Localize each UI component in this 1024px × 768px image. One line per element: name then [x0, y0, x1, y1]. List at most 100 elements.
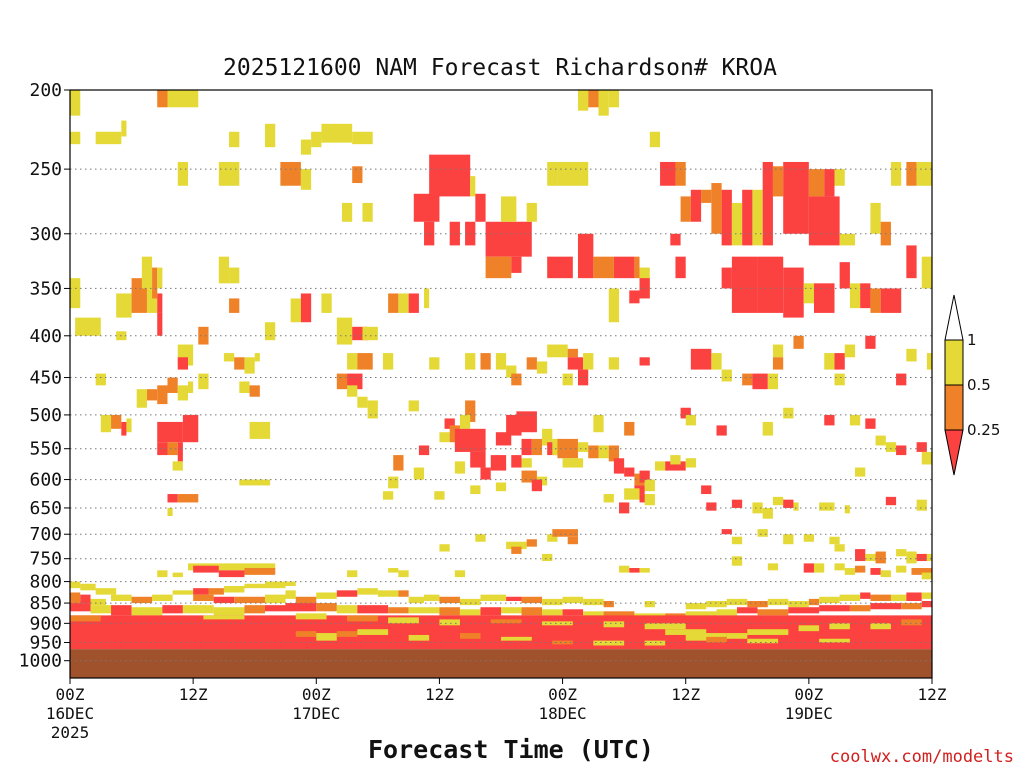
heatmap-cell [357, 629, 389, 635]
heatmap-cell [193, 565, 219, 573]
heatmap-cell [644, 623, 686, 630]
y-tick-label: 800 [29, 572, 62, 593]
x-tick-label: 12Z [425, 685, 454, 704]
heatmap-cell [352, 166, 363, 184]
heatmap-cell [783, 407, 794, 419]
heatmap-cell [454, 570, 466, 578]
heatmap-cell [757, 256, 784, 313]
y-axis: 200 250 300 350 400 450 500 550 600 650 700 7508008… [19, 80, 70, 672]
heatmap-cell [264, 123, 276, 148]
heatmap-cell [608, 90, 620, 108]
heatmap-cell [188, 381, 194, 393]
heatmap-cell [860, 592, 871, 599]
heatmap-cell [865, 335, 876, 349]
heatmap-cell [413, 193, 440, 222]
heatmap-cell [803, 283, 814, 304]
heatmap-cell [629, 568, 640, 573]
heatmap-cell [613, 256, 635, 279]
heatmap-cell [680, 196, 691, 222]
heatmap-cell [721, 369, 732, 382]
heatmap-cell [152, 267, 158, 299]
ground-fill [70, 649, 932, 678]
heatmap-cell [300, 169, 312, 190]
heatmap-cell [218, 570, 245, 578]
heatmap-cell [793, 335, 804, 349]
heatmap-cell [198, 326, 209, 345]
heatmap-cell [408, 596, 425, 604]
heatmap-cell [398, 570, 409, 578]
heatmap-cell [300, 293, 312, 323]
heatmap-cell [70, 592, 81, 604]
heatmap-cell [783, 267, 804, 318]
heatmap-cell [819, 638, 850, 643]
x-tick-label: 00Z [302, 685, 331, 704]
x-axis-label: Forecast Time (UTC) [368, 735, 654, 764]
heatmap-cell [511, 455, 522, 468]
heatmap-cell [757, 529, 768, 537]
heatmap-cell [511, 546, 522, 554]
heatmap-cell [613, 458, 625, 474]
heatmap-cell [382, 491, 394, 500]
heatmap-cell [100, 617, 132, 624]
heatmap-cell [95, 588, 117, 595]
heatmap-cell [157, 421, 183, 443]
heatmap-cell [459, 633, 481, 639]
heatmap-cell [213, 607, 245, 616]
heatmap-cell [583, 598, 604, 606]
heatmap-cell [501, 607, 522, 614]
heatmap-cell [670, 233, 681, 246]
heatmap-cell [798, 625, 820, 632]
heatmap-cell [654, 461, 666, 471]
heatmap-cell [511, 373, 522, 386]
heatmap-cell [644, 600, 655, 608]
heatmap-cell [526, 539, 537, 547]
heatmap-cell [834, 544, 845, 552]
heatmap-cell [577, 442, 589, 452]
heatmap-cell [475, 193, 486, 222]
heatmap-cell [803, 563, 814, 573]
y-tick-label: 750 [29, 549, 62, 570]
heatmap-cell [454, 461, 466, 474]
heatmap-cell [480, 353, 491, 370]
heatmap-cell [126, 418, 132, 433]
heatmap-cell [880, 288, 902, 313]
heatmap-cell [752, 189, 763, 246]
heatmap-cell [844, 344, 856, 358]
heatmap-cell [916, 553, 927, 562]
heatmap-cell [300, 139, 312, 155]
heatmap-cell [152, 594, 173, 601]
heatmap-cell [562, 596, 584, 604]
heatmap-cell [639, 494, 650, 503]
heatmap-cell [388, 617, 419, 624]
heatmap-cell [896, 549, 907, 557]
heatmap-cell [721, 189, 732, 246]
heatmap-cell [249, 421, 271, 439]
heatmap-cell [295, 613, 327, 620]
heatmap-cell [639, 357, 650, 366]
plot-frame [69, 89, 933, 679]
credit-link[interactable]: coolwx.com/modelts [830, 747, 1014, 767]
heatmap-cell [121, 120, 127, 137]
heatmap-cell [788, 600, 809, 608]
heatmap-cell [865, 553, 876, 562]
heatmap-cell [244, 605, 265, 614]
heatmap-cell [213, 596, 235, 604]
heatmap-cell [567, 357, 584, 370]
heatmap-cell [603, 494, 614, 503]
heatmap-cell [634, 256, 640, 279]
heatmap-cell [480, 594, 507, 601]
heatmap-cell [193, 588, 209, 595]
heatmap-cell [834, 563, 845, 571]
heatmap-cell [157, 293, 163, 313]
heatmap-cell [336, 631, 358, 637]
heatmap-cell [577, 233, 594, 279]
heatmap-cell [95, 373, 106, 386]
heatmap-cell [660, 161, 676, 186]
heatmap-cell [465, 400, 476, 422]
y-tick-label: 350 [29, 278, 62, 299]
heatmap-cell [521, 470, 537, 483]
heatmap-cell [916, 442, 927, 452]
heatmap-cell [229, 298, 240, 313]
heatmap-cell [639, 568, 650, 573]
